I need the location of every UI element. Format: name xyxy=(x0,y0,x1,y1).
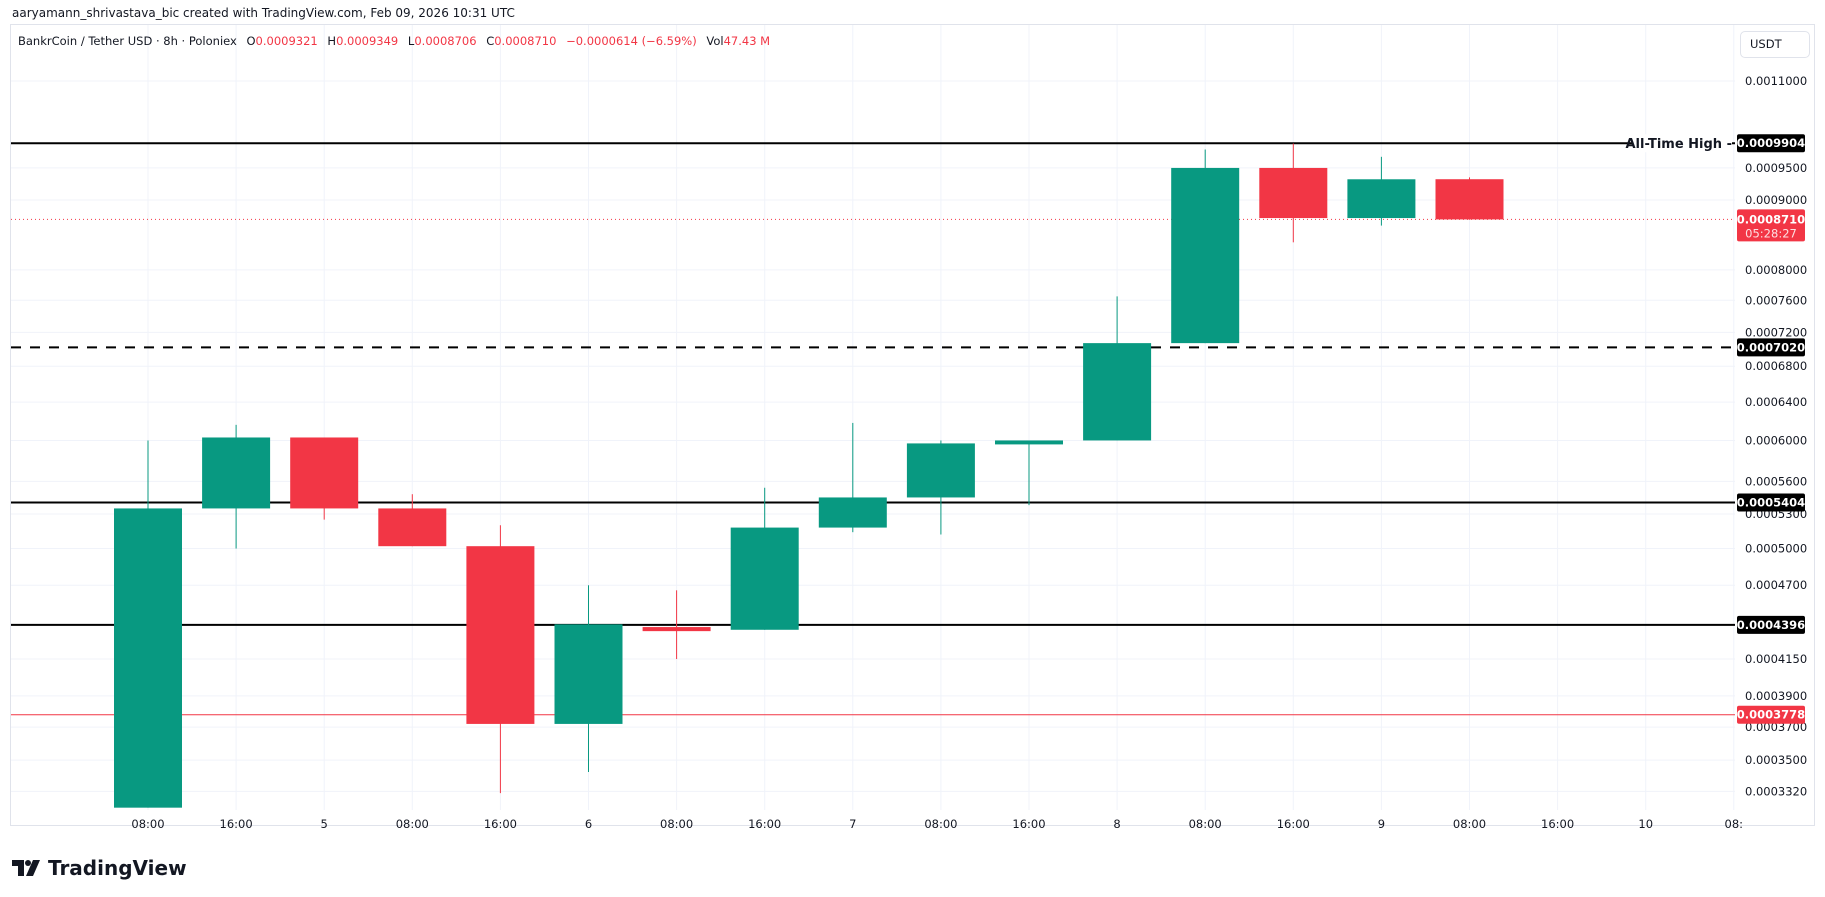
candle-body-up xyxy=(1083,343,1152,441)
candle-body-down xyxy=(1435,179,1504,220)
level-price-label: 0.0005404 xyxy=(1737,495,1805,509)
candle-body-up xyxy=(114,508,182,808)
x-tick-label: 16:00 xyxy=(220,817,253,831)
all-time-high-label: All-Time High - xyxy=(1626,137,1733,152)
level-price-label: 0.0007020 xyxy=(1737,340,1805,354)
level-price-badge xyxy=(1737,615,1805,634)
candle-body-up xyxy=(202,437,271,509)
chart-frame xyxy=(10,24,1815,826)
x-tick-label: 7 xyxy=(849,817,856,831)
candle-body-down xyxy=(290,437,359,509)
x-tick-label: 8 xyxy=(1113,817,1120,831)
high-value: 0.0009349 xyxy=(336,34,399,48)
currency-button[interactable]: USDT xyxy=(1740,31,1810,58)
symbol-legend: BankrCoin / Tether USD · 8h · Poloniex O… xyxy=(18,34,770,48)
x-tick-label: 08:00 xyxy=(396,817,429,831)
y-tick-label: 0.0007600 xyxy=(1745,293,1807,307)
candle-body-up xyxy=(818,497,887,528)
high-label: H xyxy=(327,34,337,48)
open-value: 0.0009321 xyxy=(255,34,318,48)
level-price-label: 0.0004396 xyxy=(1737,618,1805,632)
x-tick-label: 08:00 xyxy=(131,817,164,831)
x-tick-label: 16:00 xyxy=(1541,817,1574,831)
candle-body-up xyxy=(1171,167,1240,344)
candle-body-down xyxy=(378,508,447,547)
open-label: O xyxy=(246,34,256,48)
y-tick-label: 0.0006000 xyxy=(1745,433,1807,447)
level-price-badge xyxy=(1737,134,1805,153)
x-tick-label: 08: xyxy=(1725,817,1744,831)
x-tick-label: 6 xyxy=(585,817,592,831)
candle-body-down xyxy=(642,627,711,632)
volume-label: Vol xyxy=(706,34,724,48)
x-tick-label: 08:00 xyxy=(660,817,693,831)
y-tick-label: 0.0009500 xyxy=(1745,161,1807,175)
last-price-label: 0.0008710 xyxy=(1737,212,1805,226)
y-tick-label: 0.0011000 xyxy=(1745,74,1807,88)
close-label: C xyxy=(486,34,495,48)
level-price-label: 0.0009904 xyxy=(1737,136,1805,150)
level-price-badge xyxy=(1737,338,1805,357)
candle-body-up xyxy=(906,443,975,498)
level-price-badge xyxy=(1737,493,1805,512)
candle-body-up xyxy=(730,527,799,630)
y-tick-label: 0.0006400 xyxy=(1745,395,1807,409)
logo-text: TradingView xyxy=(48,856,187,880)
x-tick-label: 16:00 xyxy=(484,817,517,831)
y-tick-label: 0.0003900 xyxy=(1745,689,1807,703)
y-tick-label: 0.0009000 xyxy=(1745,193,1807,207)
y-tick-label: 0.0003320 xyxy=(1745,784,1807,798)
symbol-title[interactable]: BankrCoin / Tether USD · 8h · Poloniex xyxy=(18,34,237,48)
y-tick-label: 0.0004700 xyxy=(1745,578,1807,592)
y-tick-label: 0.0005600 xyxy=(1745,474,1807,488)
x-tick-label: 16:00 xyxy=(748,817,781,831)
y-tick-label: 0.0004150 xyxy=(1745,652,1807,666)
tradingview-logo-icon xyxy=(12,860,40,876)
low-label: L xyxy=(407,34,415,48)
last-price-badge xyxy=(1737,209,1805,242)
x-tick-label: 08:00 xyxy=(924,817,957,831)
chart-credit: aaryamann_shrivastava_bic created with T… xyxy=(12,6,515,20)
x-tick-label: 16:00 xyxy=(1277,817,1310,831)
annotation-background xyxy=(1632,134,1732,153)
level-price-badge xyxy=(1737,705,1805,724)
bar-countdown-label: 05:28:27 xyxy=(1745,226,1797,240)
x-tick-label: 16:00 xyxy=(1012,817,1045,831)
y-tick-label: 0.0003500 xyxy=(1745,753,1807,767)
y-tick-label: 0.0006800 xyxy=(1745,359,1807,373)
x-tick-label: 9 xyxy=(1378,817,1385,831)
y-tick-label: 0.0005000 xyxy=(1745,542,1807,556)
tradingview-logo[interactable]: TradingView xyxy=(12,856,187,880)
x-tick-label: 10 xyxy=(1638,817,1653,831)
y-tick-label: 0.0008000 xyxy=(1745,263,1807,277)
volume-value: 47.43 M xyxy=(723,34,771,48)
candle-body-up xyxy=(995,440,1063,445)
x-tick-label: 08:00 xyxy=(1453,817,1486,831)
close-value: 0.0008710 xyxy=(494,34,557,48)
candle-body-up xyxy=(1347,179,1416,219)
low-value: 0.0008706 xyxy=(414,34,477,48)
level-price-label: 0.0003778 xyxy=(1737,708,1805,722)
change-value: −0.0000614 (−6.59%) xyxy=(566,34,697,48)
y-tick-label: 0.0007200 xyxy=(1745,325,1807,339)
candle-body-down xyxy=(466,546,535,724)
x-tick-label: 5 xyxy=(321,817,328,831)
candle-body-down xyxy=(1259,167,1328,219)
candle-body-up xyxy=(554,624,623,724)
x-tick-label: 08:00 xyxy=(1189,817,1222,831)
